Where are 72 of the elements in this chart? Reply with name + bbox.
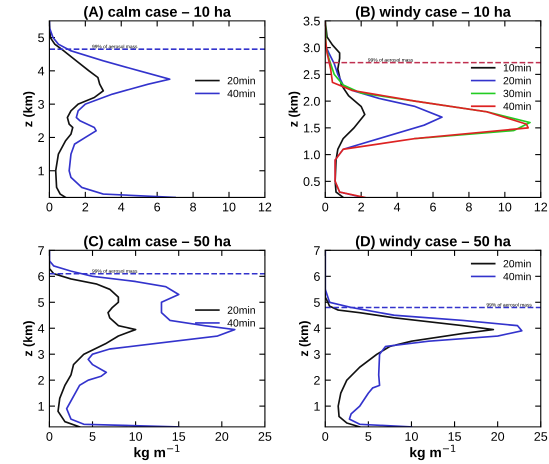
chart-title: (D) windy case – 50 ha bbox=[356, 236, 511, 250]
y-axis-title: z (km) bbox=[299, 321, 311, 356]
y-tick-label: 3 bbox=[38, 100, 44, 109]
legend-label: 20min bbox=[228, 306, 255, 314]
y-tick-label: 1.5 bbox=[304, 124, 320, 133]
x-axis-title: kg m$^{−1}$ bbox=[410, 444, 456, 460]
x-tick-label: 8 bbox=[190, 202, 196, 212]
legend-label: 40min bbox=[227, 319, 255, 327]
x-tick-label: 10 bbox=[498, 202, 512, 212]
y-tick-label: 2 bbox=[38, 133, 44, 142]
y-tick-label: 1.0 bbox=[304, 150, 320, 160]
legend-label: 40min bbox=[503, 102, 531, 110]
x-tick-label: 0 bbox=[322, 432, 328, 441]
y-tick-label: 6 bbox=[314, 272, 320, 281]
y-tick-label: 2.5 bbox=[304, 70, 320, 80]
legend-label: 40min bbox=[503, 272, 531, 280]
legend-label: 40min bbox=[227, 90, 255, 98]
chart-title: (C) calm case – 50 ha bbox=[84, 236, 232, 250]
x-tick-label: 2 bbox=[82, 202, 88, 212]
y-tick-label: 1 bbox=[38, 166, 44, 176]
y-tick-label: 5 bbox=[38, 298, 44, 307]
y-tick-label: 5 bbox=[314, 298, 320, 307]
x-axis-title: kg m$^{−1}$ bbox=[134, 444, 180, 460]
y-tick-label: 1 bbox=[314, 402, 320, 411]
y-tick-label: 2 bbox=[314, 376, 320, 385]
x-tick-label: 4 bbox=[394, 202, 400, 212]
legend-label: 20min bbox=[504, 260, 531, 268]
legend-label: 20min bbox=[504, 76, 531, 84]
y-axis-title: z (km) bbox=[288, 92, 300, 127]
x-tick-label: 6 bbox=[154, 202, 160, 212]
y-tick-label: 7 bbox=[38, 246, 44, 255]
x-tick-label: 12 bbox=[534, 202, 548, 212]
x-tick-label: 12 bbox=[258, 202, 272, 212]
y-tick-label: 0.5 bbox=[304, 177, 320, 186]
x-tick-label: 4 bbox=[118, 202, 124, 212]
x-tick-label: 5 bbox=[365, 432, 372, 441]
x-tick-label: 0 bbox=[46, 432, 52, 441]
y-tick-label: 3 bbox=[38, 350, 44, 359]
x-tick-label: 25 bbox=[534, 432, 548, 441]
x-tick-label: 10 bbox=[223, 202, 236, 212]
y-tick-label: 3.0 bbox=[304, 43, 320, 52]
legend-label: 30min bbox=[503, 90, 531, 98]
legend-label: 20min bbox=[228, 76, 255, 84]
y-tick-label: 5 bbox=[38, 33, 44, 42]
x-tick-label: 10 bbox=[405, 432, 418, 441]
y-tick-label: 3.5 bbox=[304, 16, 320, 26]
y-tick-label: 2 bbox=[38, 376, 44, 385]
legend-label: 10min bbox=[504, 64, 531, 72]
y-axis-title: z (km) bbox=[23, 321, 35, 356]
y-tick-label: 3 bbox=[314, 350, 320, 359]
x-tick-label: 8 bbox=[466, 202, 472, 212]
y-tick-label: 4 bbox=[314, 324, 320, 333]
x-tick-label: 20 bbox=[491, 432, 504, 441]
y-tick-label: 6 bbox=[38, 272, 44, 281]
y-tick-label: 7 bbox=[314, 246, 320, 255]
x-tick-label: 15 bbox=[172, 432, 186, 441]
y-tick-label: 4 bbox=[38, 324, 44, 333]
x-tick-label: 15 bbox=[448, 432, 461, 441]
y-tick-label: 4 bbox=[38, 66, 44, 76]
y-tick-label: 1 bbox=[38, 402, 44, 411]
y-tick-label: 2.0 bbox=[304, 96, 320, 106]
x-tick-label: 10 bbox=[130, 432, 142, 441]
x-tick-label: 20 bbox=[215, 432, 228, 441]
x-tick-label: 6 bbox=[430, 202, 436, 212]
y-axis-title: z (km) bbox=[23, 92, 35, 127]
chart-title: (B) windy case – 10 ha bbox=[356, 6, 511, 20]
x-tick-label: 25 bbox=[258, 432, 272, 441]
x-tick-label: 0 bbox=[322, 202, 328, 212]
chart-title: (A) calm case – 10 ha bbox=[84, 6, 232, 20]
x-tick-label: 0 bbox=[46, 202, 52, 212]
x-tick-label: 2 bbox=[358, 202, 364, 212]
x-tick-label: 5 bbox=[90, 432, 96, 441]
